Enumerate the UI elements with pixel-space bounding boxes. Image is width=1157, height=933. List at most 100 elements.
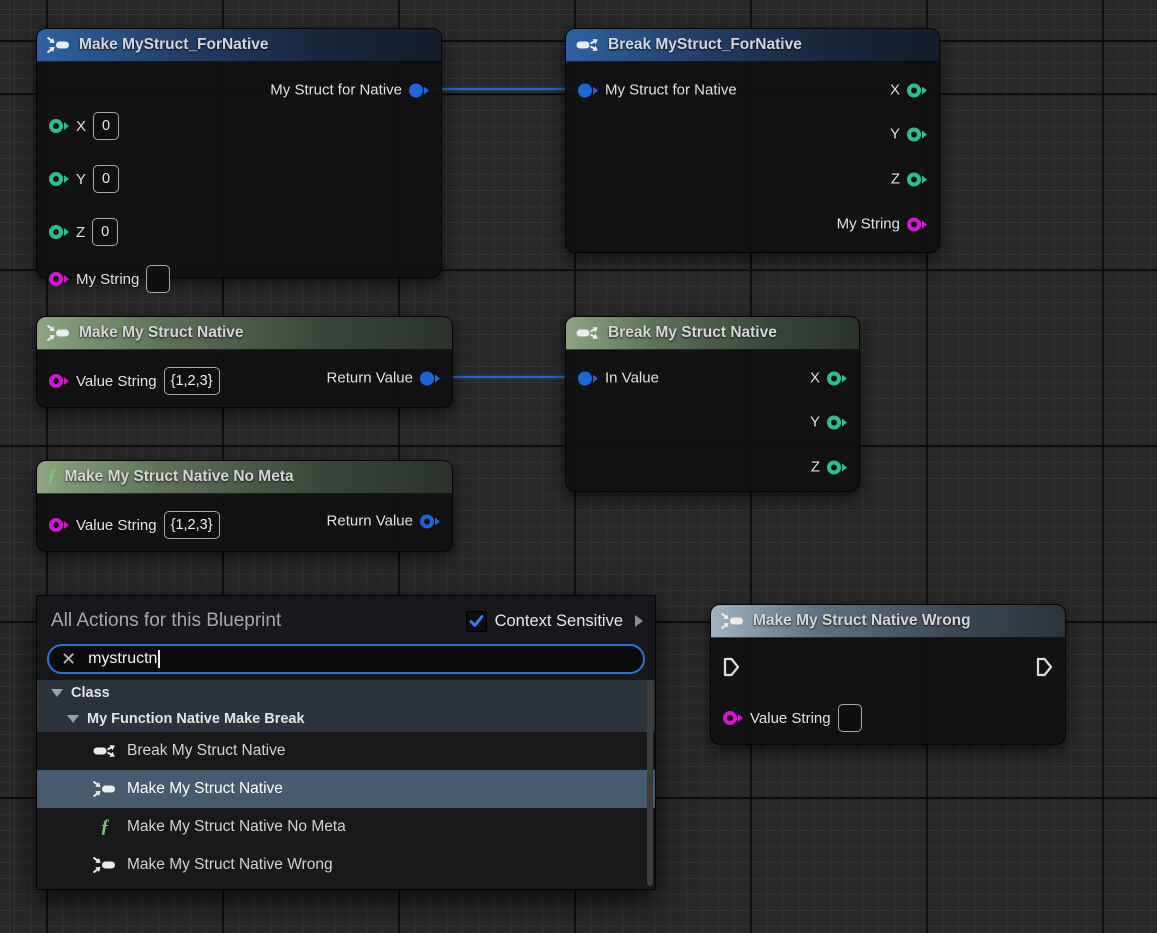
exec-input-pin[interactable] — [723, 657, 740, 677]
node-title: Make My Struct Native Wrong — [753, 612, 971, 629]
string-pin-valuestring[interactable] — [49, 518, 69, 532]
struct-pin-z-out[interactable] — [827, 460, 847, 474]
node-title: Break MyStruct_ForNative — [608, 36, 802, 53]
pin-label: Value String — [76, 516, 157, 534]
pin-label: Return Value — [326, 369, 413, 387]
value-input-valuestring[interactable]: {1,2,3} — [163, 367, 220, 395]
struct-pin-x[interactable] — [49, 119, 69, 133]
break-struct-icon — [93, 743, 117, 759]
string-pin-valuestring[interactable] — [49, 374, 69, 388]
context-sensitive-label: Context Sensitive — [494, 611, 623, 630]
context-sensitive-checkbox[interactable] — [465, 610, 487, 632]
exec-output-pin[interactable] — [1036, 657, 1053, 677]
category-class[interactable]: Class — [37, 680, 655, 706]
node-header[interactable]: Break MyStruct_ForNative — [566, 29, 939, 62]
struct-output-pin[interactable] — [409, 83, 429, 97]
action-item-make-my-struct-native-wrong[interactable]: Make My Struct Native Wrong — [37, 846, 655, 884]
node-header[interactable]: Break My Struct Native — [566, 317, 859, 350]
action-item-label: Break My Struct Native — [127, 742, 286, 759]
checkmark-icon — [469, 614, 484, 627]
break-struct-icon — [576, 37, 600, 53]
pin-label: Y — [809, 413, 820, 431]
blueprint-actions-menu: All Actions for this Blueprint Context S… — [36, 595, 656, 890]
pin-label: My Struct for Native — [605, 81, 737, 99]
pin-label: X — [76, 117, 87, 135]
search-text: mystructn — [88, 650, 158, 668]
pin-label: X — [889, 81, 900, 99]
function-icon: ƒ — [47, 465, 57, 487]
value-input-mystring[interactable] — [146, 265, 171, 293]
value-input-valuestring[interactable] — [837, 704, 862, 732]
string-pin-mystring-out[interactable] — [907, 217, 927, 231]
string-pin-mystring[interactable] — [49, 272, 69, 286]
action-item-break-my-struct-native[interactable]: Break My Struct Native — [37, 732, 655, 770]
category-label: Class — [71, 685, 110, 701]
node-make-my-struct-native[interactable]: Make My Struct Native Value String {1,2,… — [36, 316, 453, 408]
value-input-z[interactable]: 0 — [92, 218, 119, 246]
category-my-function-native-make-break[interactable]: My Function Native Make Break — [37, 706, 655, 732]
struct-pin-z-out[interactable] — [907, 172, 927, 186]
pin-label: Z — [890, 170, 900, 188]
node-header[interactable]: Make My Struct Native Wrong — [711, 605, 1065, 638]
pin-label: Value String — [76, 372, 157, 390]
clear-search-icon[interactable]: ✕ — [61, 649, 77, 669]
node-break-my-struct-native[interactable]: Break My Struct Native In Value X Y Z — [565, 316, 860, 492]
node-make-my-struct-native-no-meta[interactable]: ƒ Make My Struct Native No Meta Value St… — [36, 460, 453, 552]
make-struct-icon — [93, 857, 115, 873]
actions-tree: Class My Function Native Make Break Brea… — [37, 680, 655, 889]
return-value-pin[interactable] — [420, 514, 440, 528]
value-input-x[interactable]: 0 — [93, 112, 120, 140]
search-input[interactable]: ✕ mystructn — [47, 644, 645, 674]
pin-label: Z — [76, 223, 86, 241]
collapse-arrow-icon[interactable] — [51, 689, 63, 697]
pin-label: Z — [810, 458, 820, 476]
node-title: Make My Struct Native — [79, 324, 244, 341]
node-title: Make My Struct Native No Meta — [64, 468, 294, 485]
node-title: Make MyStruct_ForNative — [79, 36, 269, 53]
category-label: My Function Native Make Break — [87, 711, 305, 727]
node-make-mystruct-fornative[interactable]: Make MyStruct_ForNative X 0 Y 0 Z 0 My S… — [36, 28, 442, 293]
pin-label: In Value — [605, 369, 659, 387]
node-header[interactable]: Make My Struct Native — [37, 317, 452, 350]
value-input-y[interactable]: 0 — [93, 165, 120, 193]
in-value-pin[interactable] — [578, 371, 598, 385]
struct-pin-y-out[interactable] — [907, 127, 927, 141]
node-title: Break My Struct Native — [608, 324, 777, 341]
struct-pin-x-out[interactable] — [827, 371, 847, 385]
break-struct-icon — [576, 325, 600, 341]
make-struct-icon — [47, 325, 69, 341]
node-header[interactable]: Make MyStruct_ForNative — [37, 29, 441, 62]
struct-pin-y[interactable] — [49, 172, 69, 186]
make-struct-icon — [93, 781, 115, 797]
struct-pin-y-out[interactable] — [827, 415, 847, 429]
node-break-mystruct-fornative[interactable]: Break MyStruct_ForNative My Struct for N… — [565, 28, 940, 253]
pin-label: Value String — [750, 709, 831, 727]
action-item-label: Make My Struct Native — [127, 780, 283, 797]
action-item-make-my-struct-native-no-meta[interactable]: ƒ Make My Struct Native No Meta — [37, 808, 655, 846]
action-item-make-my-struct-native[interactable]: Make My Struct Native — [37, 770, 655, 808]
struct-pin-z[interactable] — [49, 225, 69, 239]
node-header[interactable]: ƒ Make My Struct Native No Meta — [37, 461, 452, 494]
function-icon: ƒ — [100, 815, 110, 837]
wire-make-to-break-fornative[interactable] — [422, 88, 598, 90]
pin-label: My String — [836, 215, 900, 233]
pin-label: X — [809, 369, 820, 387]
action-item-label: Make My Struct Native Wrong — [127, 856, 333, 873]
menu-title: All Actions for this Blueprint — [51, 610, 282, 631]
pin-label: Y — [889, 125, 900, 143]
return-value-pin[interactable] — [420, 371, 440, 385]
wire-make-to-break-native[interactable] — [424, 376, 596, 378]
struct-pin-x-out[interactable] — [907, 83, 927, 97]
pin-label: My Struct for Native — [270, 81, 402, 99]
string-pin-valuestring[interactable] — [723, 711, 743, 725]
value-input-valuestring[interactable]: {1,2,3} — [163, 511, 220, 539]
node-make-my-struct-native-wrong[interactable]: Make My Struct Native Wrong Value String — [710, 604, 1066, 745]
pin-label: My String — [76, 270, 140, 288]
chevron-right-icon[interactable] — [635, 615, 643, 627]
struct-input-pin[interactable] — [578, 83, 598, 97]
action-item-label: Make My Struct Native No Meta — [127, 818, 346, 835]
collapse-arrow-icon[interactable] — [67, 715, 79, 723]
scrollbar[interactable] — [647, 680, 653, 886]
text-caret — [158, 649, 161, 668]
